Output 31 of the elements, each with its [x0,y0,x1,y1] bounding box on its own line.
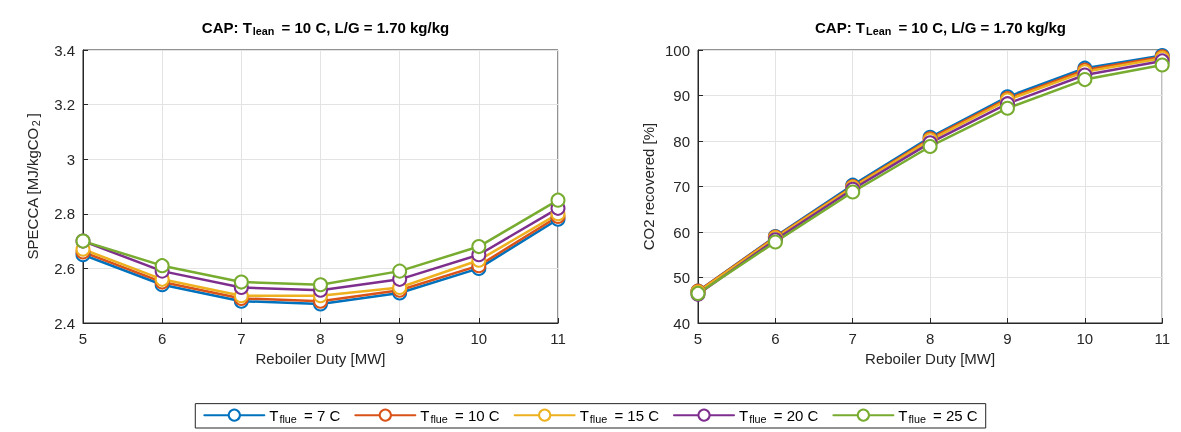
y-tick-label: 2.4 [54,314,75,332]
x-tick-label: 8 [316,330,325,347]
x-tick-label: 9 [1003,330,1012,347]
x-tick-label: 5 [78,330,88,347]
x-tick-label: 11 [1154,330,1170,347]
x-tick-label: 6 [157,330,167,347]
y-tick-label: 40 [673,314,690,332]
x-tick-label: 10 [470,330,488,347]
y-axis-title: CO2 recovered [%] [640,122,657,251]
x-tick-label: 7 [848,330,857,347]
x-tick-label: 7 [237,330,246,347]
y-tick-label: 3.2 [54,96,75,114]
x-axis-title: Reboiler Duty [MW] [255,350,386,367]
y-tick-label: 80 [673,132,690,150]
y-tick-label: 50 [673,269,690,286]
x-tick-label: 5 [693,330,703,347]
y-tick-label: 90 [673,87,690,104]
y-tick-label: 2.8 [54,205,75,223]
x-tick-label: 8 [925,330,935,347]
y-tick-label: 3.4 [54,41,75,59]
y-tick-label: 70 [673,178,690,195]
y-axis-title: SPECCA [MJ/kgCO2] [23,113,42,260]
x-tick-label: 11 [550,330,566,347]
x-tick-label: 10 [1076,330,1094,347]
x-tick-label: 6 [771,330,780,347]
y-tick-label: 60 [673,223,690,241]
y-tick-label: 3 [66,150,75,168]
x-axis-title: Reboiler Duty [MW] [865,350,996,367]
y-tick-label: 100 [664,41,690,59]
y-tick-label: 2.6 [54,259,75,277]
x-tick-label: 9 [395,330,404,347]
